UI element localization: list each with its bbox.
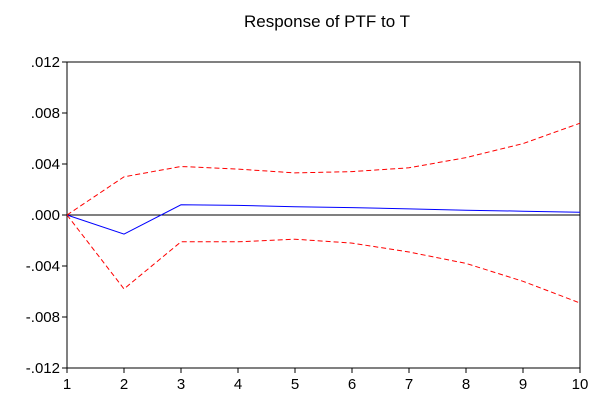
y-tick-label: .004 xyxy=(31,156,60,173)
upper-band-line xyxy=(66,122,581,216)
x-tick-label: 10 xyxy=(572,376,589,393)
x-tick-label: 7 xyxy=(405,376,413,393)
x-tick-label: 9 xyxy=(519,376,527,393)
x-tick-label: 4 xyxy=(234,376,242,393)
y-axis: .012 .008 .004 .000 -.004 -.008 -.012 xyxy=(26,54,67,377)
lower-band-line xyxy=(66,214,581,304)
x-tick-label: 2 xyxy=(120,376,128,393)
y-tick-label: .000 xyxy=(31,207,60,224)
y-tick-label: -.004 xyxy=(26,258,60,275)
y-tick-label: -.008 xyxy=(26,309,60,326)
plot-area xyxy=(66,61,581,369)
x-tick-label: 3 xyxy=(177,376,185,393)
x-tick-label: 1 xyxy=(63,376,71,393)
x-tick-label: 5 xyxy=(291,376,299,393)
series-layer xyxy=(66,122,581,304)
y-tick-label: .008 xyxy=(31,105,60,122)
x-tick-label: 8 xyxy=(462,376,470,393)
x-axis: 1 2 3 4 5 6 7 8 9 10 xyxy=(63,368,589,393)
y-tick-label: -.012 xyxy=(26,360,60,377)
chart-title: Response of PTF to T xyxy=(244,12,410,31)
response-line xyxy=(66,204,581,235)
y-tick-label: .012 xyxy=(31,54,60,71)
x-tick-label: 6 xyxy=(348,376,356,393)
